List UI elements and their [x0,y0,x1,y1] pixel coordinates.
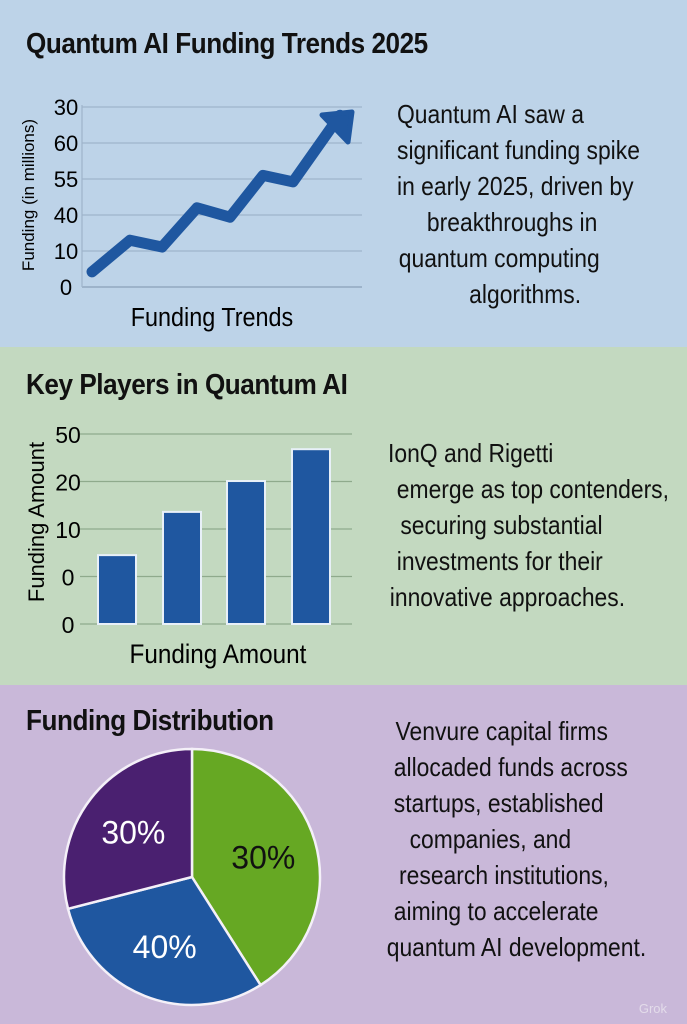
slice-label: 30% [231,839,295,875]
y-tick-label: 20 [55,470,81,496]
desc-line: investments for their [396,546,603,576]
desc-line: research institutions, [399,860,609,890]
section-description: IonQ and Rigetti emerge as top contender… [388,435,669,615]
bar [97,554,137,625]
section-description: Venvure capital firms allocaded funds ac… [387,713,646,965]
trend-line [86,109,346,278]
desc-line: securing substantial [400,510,603,540]
desc-line: in early 2025, driven by [397,171,634,201]
line-chart: 0 10 40 55 60 30 Funding (in millions) Funding … [19,95,362,332]
slice-label: 40% [133,929,197,965]
bar [226,480,266,625]
funding-trends-section: Quantum AI Funding Trends 2025 0 10 40 55 60… [0,0,687,347]
pie-chart: 30% 40% 30% [62,747,322,1007]
section-title: Funding Distribution [26,705,274,737]
slice-label: 30% [101,814,165,850]
desc-line: Venvure capital firms [395,716,608,746]
desc-line: breakthroughs in [426,207,598,237]
desc-line: Quantum AI saw a [397,99,584,129]
desc-line: quantum computing [398,243,600,273]
funding-distribution-section: Funding Distribution 30% 40% 30% Venvure c… [0,685,687,1024]
y-tick-label: 10 [55,517,81,543]
desc-line: IonQ and Rigetti [388,438,554,468]
bar [291,448,331,625]
desc-line: quantum AI development. [386,932,647,962]
y-tick-label: 50 [55,422,81,448]
arrow-head-icon [319,109,355,145]
y-tick-label: 60 [54,131,78,156]
desc-line: significant funding spike [397,135,640,165]
section-title: Key Players in Quantum AI [26,369,348,401]
desc-line: aiming to accelerate [393,896,599,926]
y-tick-label: 0 [62,612,75,638]
section-title: Quantum AI Funding Trends 2025 [26,28,428,60]
y-tick-label: 55 [54,167,78,192]
y-tick-label: 0 [60,275,72,300]
y-tick-label: 0 [62,565,75,591]
y-axis-label: Funding Amount [24,442,49,602]
desc-line: companies, and [409,824,572,854]
x-axis-label: Funding Trends [131,304,294,332]
section-description: Quantum AI saw a significant funding spi… [397,96,640,312]
desc-line: algorithms. [469,279,582,309]
x-axis-label: Funding Amount [130,640,307,669]
desc-line: startups, established [393,788,604,818]
y-axis-label: Funding (in millions) [19,119,38,271]
desc-line: emerge as top contenders, [396,474,669,504]
pie-slice [66,875,263,1007]
grok-watermark: Grok [638,1001,667,1016]
bar [162,510,202,625]
pie-slice [62,747,194,911]
y-tick-label: 30 [54,95,78,120]
y-tick-label: 40 [54,203,78,228]
y-tick-label: 10 [54,239,78,264]
desc-line: allocaded funds across [393,752,628,782]
desc-line: innovative approaches. [389,582,626,612]
key-players-section: Key Players in Quantum AI 0 0 10 20 50 Fundin… [0,347,687,685]
